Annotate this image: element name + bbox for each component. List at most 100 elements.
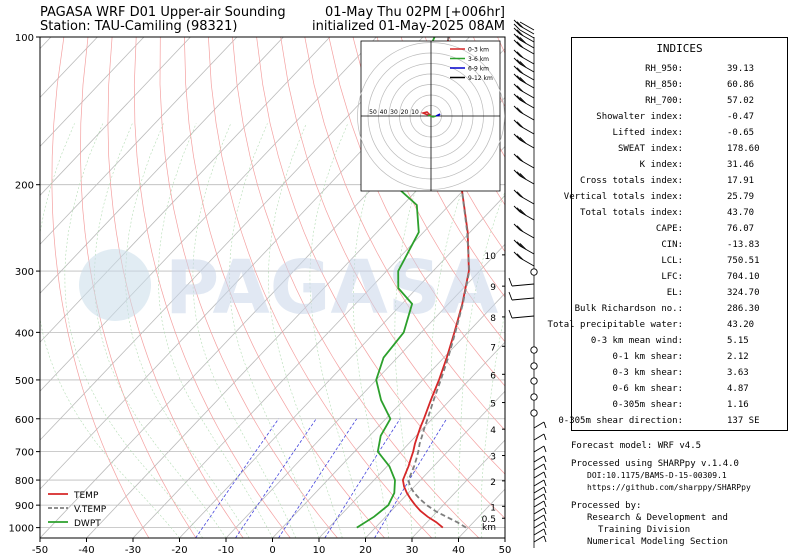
wind-barb-flag <box>513 93 521 101</box>
dry-adiabat <box>352 37 505 343</box>
index-label: LFC: <box>661 272 683 282</box>
wind-barb-flag <box>516 67 524 75</box>
dry-adiabat <box>280 37 505 475</box>
wind-barb-flag <box>513 133 521 141</box>
index-label: 0-6 km shear: <box>612 384 683 394</box>
height-tick-label: 2 <box>490 478 496 488</box>
index-label: EL: <box>666 288 683 298</box>
wind-barb-flag <box>513 251 521 259</box>
calm-wind-circle <box>530 362 538 370</box>
isotherm-line <box>40 37 191 196</box>
processed-by-label: Processed by: <box>571 501 642 511</box>
wind-barb-flag <box>543 455 547 463</box>
wind-barb-flag <box>516 135 524 143</box>
wind-barb <box>533 463 545 471</box>
wind-barb <box>533 514 545 522</box>
y-tick-label: 500 <box>15 376 34 387</box>
mixing-ratio-line <box>374 418 447 538</box>
x-tick-label: 20 <box>359 545 372 556</box>
moist-adiabat <box>40 123 180 538</box>
moist-adiabat <box>394 123 441 538</box>
wind-barb-flag <box>513 23 521 31</box>
wind-barb-flag <box>519 97 527 104</box>
footer-credits: Forecast model: WRF v4.5 Processed using… <box>571 440 751 548</box>
wind-barb-flag <box>513 239 521 247</box>
index-value: 178.60 <box>727 144 760 154</box>
wind-barb <box>533 521 545 529</box>
wind-barb-flag <box>516 75 524 83</box>
wind-barb-flag <box>513 169 521 177</box>
y-tick-label: 300 <box>15 267 34 278</box>
wind-barb-flag <box>516 155 524 163</box>
isotherm-line <box>40 37 52 50</box>
index-value: 25.79 <box>727 192 755 202</box>
wind-barb-flag <box>519 77 527 84</box>
index-value: -13.83 <box>727 240 760 250</box>
watermark-text: PAGASA <box>165 245 498 331</box>
index-row: RH_950: 39.13 <box>572 64 787 76</box>
doi-text: DOI:10.1175/BAMS-D-15-00309.1 <box>587 471 727 480</box>
wind-barb-flag <box>513 205 521 213</box>
index-value: 704.10 <box>727 272 760 282</box>
github-url: https://github.com/sharppy/SHARPpy <box>587 483 751 492</box>
height-tick-label: 8 <box>490 314 496 324</box>
init-time: initialized 01-May-2025 08AM <box>311 19 505 34</box>
wind-barb-flag <box>513 153 521 161</box>
isotherm-line <box>40 37 238 245</box>
index-row: Showalter index: -0.47 <box>572 112 787 124</box>
moist-adiabat <box>229 123 320 538</box>
index-label: CIN: <box>661 240 683 250</box>
x-tick-label: 50 <box>499 545 512 556</box>
index-label: 0-3 km shear: <box>612 368 683 378</box>
index-row: Total precipitable water: 43.20 <box>548 320 787 332</box>
station-product-title: PAGASA WRF D01 Upper-air Sounding <box>40 5 286 20</box>
hodograph-legend-label: 0-3 km <box>468 47 489 54</box>
index-row: Vertical totals index: 25.79 <box>564 192 787 204</box>
wind-barb-flag <box>543 521 547 529</box>
hodograph-legend-label: 9-12 km <box>468 75 493 82</box>
index-label: 0-3 km mean wind: <box>590 336 683 346</box>
index-row: Bulk Richardson no.: 286.30 <box>572 304 787 316</box>
dry-adiabat <box>400 37 505 253</box>
hodograph-trace-6-9 <box>435 113 441 117</box>
index-row: Cross totals index: 17.91 <box>572 176 787 188</box>
wind-barb-flag <box>519 37 527 44</box>
x-tick-label: -30 <box>125 545 141 556</box>
index-label: K index: <box>639 160 683 170</box>
index-value: 137 SE <box>727 416 760 426</box>
legend-label: V.TEMP <box>74 505 107 515</box>
wind-barb-flag <box>516 207 524 215</box>
calm-wind-circle <box>530 268 538 276</box>
wind-barb-flag <box>519 209 527 216</box>
index-row: CIN: -13.83 <box>572 240 787 252</box>
height-unit-label: km <box>482 523 496 533</box>
wind-barb-flag <box>516 85 524 93</box>
y-tick-label: 1000 <box>9 524 34 535</box>
index-row: 0-305m shear: 1.16 <box>572 400 787 412</box>
calm-wind-circle <box>530 346 538 354</box>
mixing-ratio-line <box>278 418 358 538</box>
index-label: Vertical totals index: <box>563 192 683 202</box>
index-row: RH_850: 60.86 <box>572 80 787 92</box>
wind-barb-flag <box>516 171 524 179</box>
wind-barb-flag <box>516 95 524 103</box>
y-tick-label: 900 <box>15 501 34 512</box>
wind-barb <box>511 283 535 287</box>
moist-adiabat <box>430 123 490 538</box>
isotherm-line <box>411 439 505 538</box>
valid-time: 01-May Thu 02PM [+006hr] <box>325 5 505 20</box>
index-label: Showalter index: <box>596 112 683 122</box>
index-label: RH_700: <box>645 96 683 106</box>
wind-barb-flag <box>513 49 521 57</box>
wind-barb-flag <box>543 486 547 494</box>
hodograph-range-label: 30 <box>390 109 398 116</box>
x-tick-label: -40 <box>78 545 94 556</box>
y-tick-label: 100 <box>15 33 34 44</box>
wind-barb-flag <box>516 41 524 49</box>
wind-barb <box>533 471 545 479</box>
index-label: Cross totals index: <box>580 176 683 186</box>
wind-barb <box>519 21 535 31</box>
isotherm-line <box>179 194 505 538</box>
hodograph-range-label: 20 <box>401 109 409 116</box>
wind-barb-flag <box>543 471 547 479</box>
